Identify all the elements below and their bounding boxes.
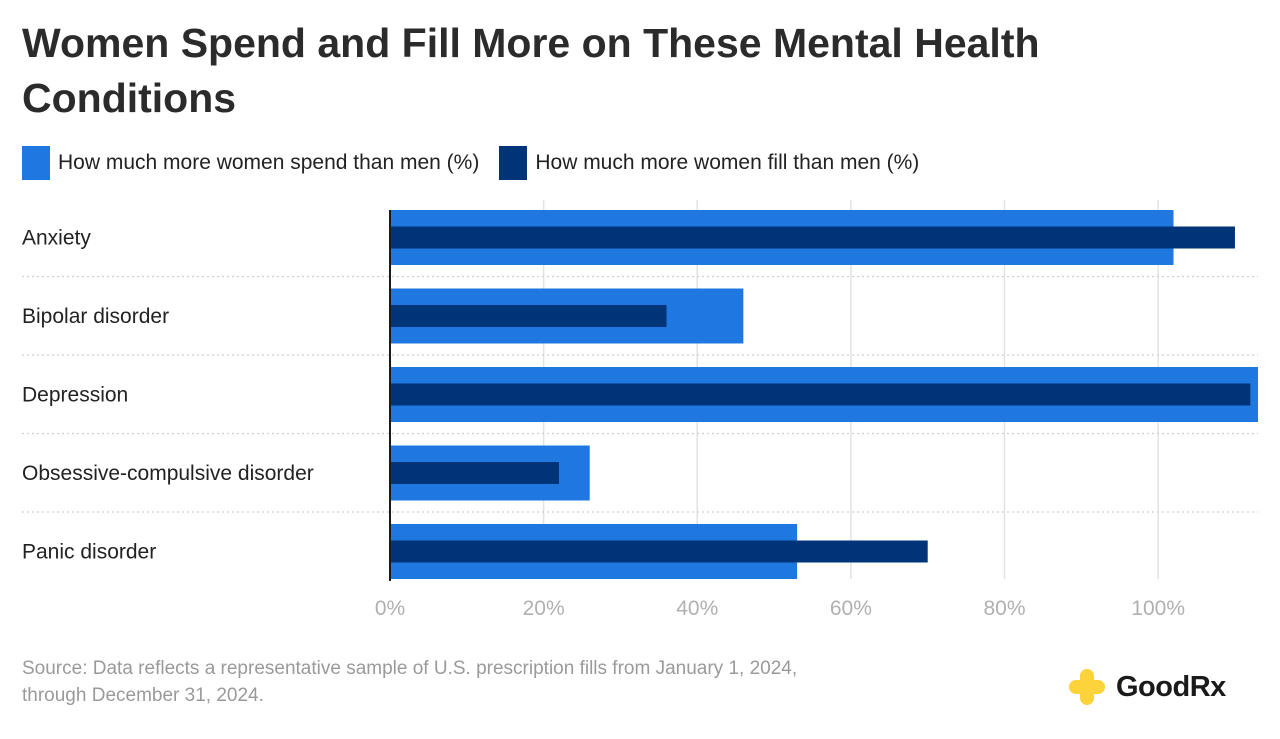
legend: How much more women spend than men (%) H… — [22, 146, 939, 180]
category-label: Anxiety — [22, 227, 91, 250]
source-note: Source: Data reflects a representative s… — [22, 655, 982, 709]
bar-fill-4 — [390, 540, 928, 563]
chart-title: Women Spend and Fill More on These Menta… — [22, 20, 1040, 121]
bar-fill-3 — [390, 462, 559, 484]
x-tick-label: 40% — [676, 597, 718, 620]
legend-label-fill: How much more women fill than men (%) — [535, 151, 920, 174]
x-tick-label: 60% — [830, 597, 872, 620]
legend-item-fill: How much more women fill than men (%) — [499, 146, 919, 180]
source-line-2: through December 31, 2024. — [22, 685, 264, 706]
bar-chart: Anxiety Bipolar disorder Depression Obsessi… — [22, 200, 1258, 620]
x-tick-label: 20% — [523, 597, 565, 620]
x-tick-label: 80% — [983, 597, 1025, 620]
legend-swatch-spend — [22, 146, 50, 180]
x-tick-label: 0% — [375, 597, 405, 620]
category-label: Depression — [22, 384, 128, 407]
category-label: Bipolar disorder — [22, 305, 169, 328]
bar-fill-1 — [390, 305, 667, 327]
x-tick-label: 100% — [1131, 597, 1185, 620]
bar-fill-2 — [390, 383, 1251, 406]
legend-label-spend: How much more women spend than men (%) — [58, 151, 480, 174]
legend-swatch-fill — [499, 146, 528, 180]
brand-name: GoodRx — [1116, 670, 1226, 703]
bar-fill-0 — [390, 226, 1235, 249]
category-label: Obsessive-compulsive disorder — [22, 462, 314, 485]
legend-item-spend: How much more women spend than men (%) — [22, 146, 479, 180]
goodrx-plus-icon — [1069, 669, 1105, 705]
category-label: Panic disorder — [22, 541, 156, 564]
goodrx-logo: GoodRx — [1068, 668, 1226, 706]
source-line-1: Source: Data reflects a representative s… — [22, 658, 798, 679]
